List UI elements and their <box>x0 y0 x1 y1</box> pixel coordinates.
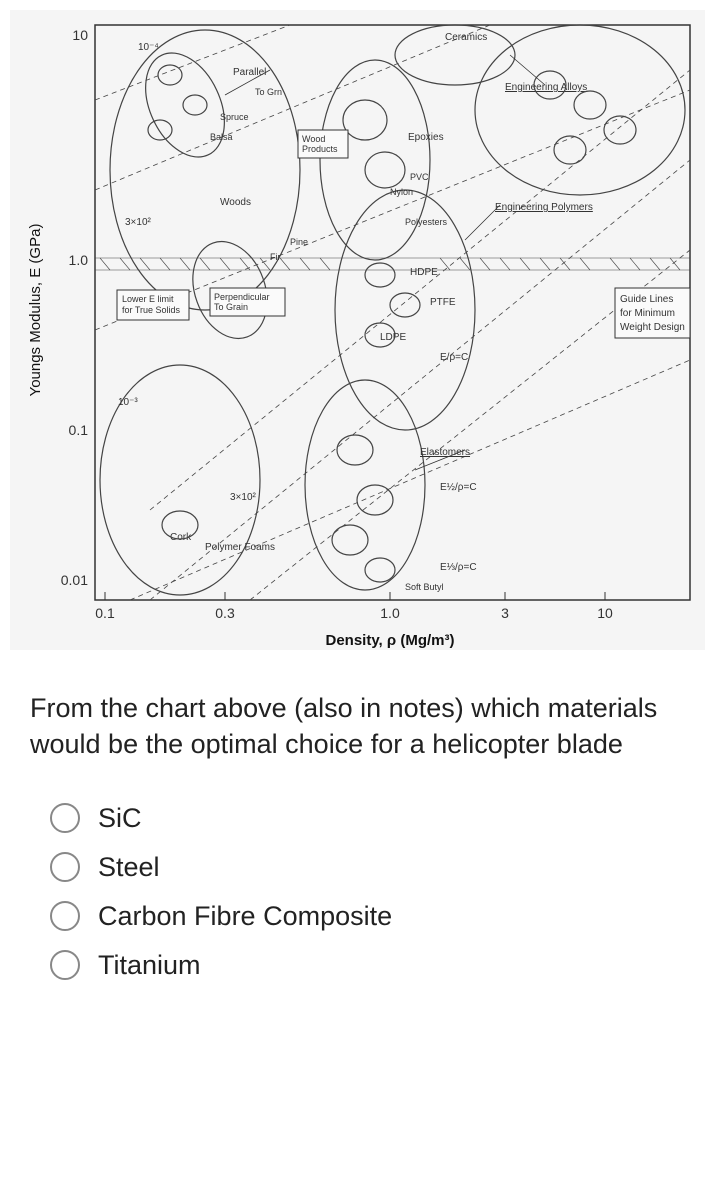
svg-text:Pine: Pine <box>290 237 308 247</box>
option-label: Carbon Fibre Composite <box>98 901 392 932</box>
x-tick: 1.0 <box>380 605 400 621</box>
region-elastomers <box>305 380 425 590</box>
option-label: SiC <box>98 803 142 834</box>
label-ptfe: PTFE <box>430 297 456 308</box>
y-tick: 0.01 <box>61 572 88 588</box>
bubble-gfrp <box>365 152 405 188</box>
y-tick: 1.0 <box>69 252 89 268</box>
label-ceramics: Ceramics <box>445 32 487 43</box>
option-sic[interactable]: SiC <box>50 803 685 834</box>
marker: 3×10² <box>230 492 257 503</box>
chart-area: Youngs Modulus, E (GPa) Density, ρ (Mg/m… <box>0 0 715 660</box>
x-tick: 10 <box>597 605 613 621</box>
marker: 10⁻³ <box>118 397 138 408</box>
svg-text:Products: Products <box>302 144 338 154</box>
label-elastomers: Elastomers <box>420 447 470 458</box>
radio-icon[interactable] <box>50 852 80 882</box>
label-eng-polymers: Engineering Polymers <box>495 202 593 213</box>
svg-text:Lower E limit: Lower E limit <box>122 294 174 304</box>
region-eng-alloys <box>475 25 685 195</box>
options-group: SiC Steel Carbon Fibre Composite Titaniu… <box>30 803 685 981</box>
radio-icon[interactable] <box>50 803 80 833</box>
label-parallel: Parallel <box>233 67 266 78</box>
question-area: From the chart above (also in notes) whi… <box>0 660 715 1019</box>
guide-legend-line: Guide Lines <box>620 294 673 305</box>
guide-legend-line: for Minimum <box>620 308 675 319</box>
y-axis-label: Youngs Modulus, E (GPa) <box>27 224 44 397</box>
x-tick: 0.1 <box>95 605 115 621</box>
svg-text:Balsa: Balsa <box>210 132 233 142</box>
svg-text:Fir: Fir <box>270 252 281 262</box>
svg-text:Perpendicular: Perpendicular <box>214 292 270 302</box>
slope-label: E½/ρ=C <box>440 482 477 493</box>
ashby-chart: Youngs Modulus, E (GPa) Density, ρ (Mg/m… <box>10 10 705 650</box>
label-eng-alloys: Engineering Alloys <box>505 82 587 93</box>
svg-text:Spruce: Spruce <box>220 112 249 122</box>
option-steel[interactable]: Steel <box>50 852 685 883</box>
y-tick: 10 <box>72 27 88 43</box>
svg-text:Soft Butyl: Soft Butyl <box>405 582 444 592</box>
bubble-cfrp <box>343 100 387 140</box>
x-axis-label: Density, ρ (Mg/m³) <box>325 632 454 649</box>
slope-label: E/ρ=C <box>440 352 468 363</box>
svg-text:PVC: PVC <box>410 172 429 182</box>
svg-text:Nylon: Nylon <box>390 187 413 197</box>
option-carbon-fibre[interactable]: Carbon Fibre Composite <box>50 901 685 932</box>
svg-text:To Grn: To Grn <box>255 87 282 97</box>
label-epoxies: Epoxies <box>408 132 444 143</box>
quiz-container: Youngs Modulus, E (GPa) Density, ρ (Mg/m… <box>0 0 715 1019</box>
marker: 3×10² <box>125 217 152 228</box>
x-tick: 0.3 <box>215 605 235 621</box>
slope-label: E⅓/ρ=C <box>440 562 477 573</box>
option-label: Steel <box>98 852 160 883</box>
radio-icon[interactable] <box>50 950 80 980</box>
y-tick: 0.1 <box>69 422 89 438</box>
option-titanium[interactable]: Titanium <box>50 950 685 981</box>
label-hdpe: HDPE <box>410 267 438 278</box>
region-composites <box>320 60 430 260</box>
question-text: From the chart above (also in notes) whi… <box>30 690 685 763</box>
guide-line <box>130 360 690 600</box>
label-woods: Woods <box>220 197 251 208</box>
svg-text:Wood: Wood <box>302 134 325 144</box>
option-label: Titanium <box>98 950 201 981</box>
svg-text:To Grain: To Grain <box>214 302 248 312</box>
label-polyesters: Polyesters <box>405 217 448 227</box>
svg-text:for True Solids: for True Solids <box>122 305 181 315</box>
label-foams: Polymer Foams <box>205 542 275 553</box>
marker: 10⁻⁴ <box>138 42 159 53</box>
radio-icon[interactable] <box>50 901 80 931</box>
x-tick: 3 <box>501 605 509 621</box>
guide-legend-line: Weight Design <box>620 322 685 333</box>
